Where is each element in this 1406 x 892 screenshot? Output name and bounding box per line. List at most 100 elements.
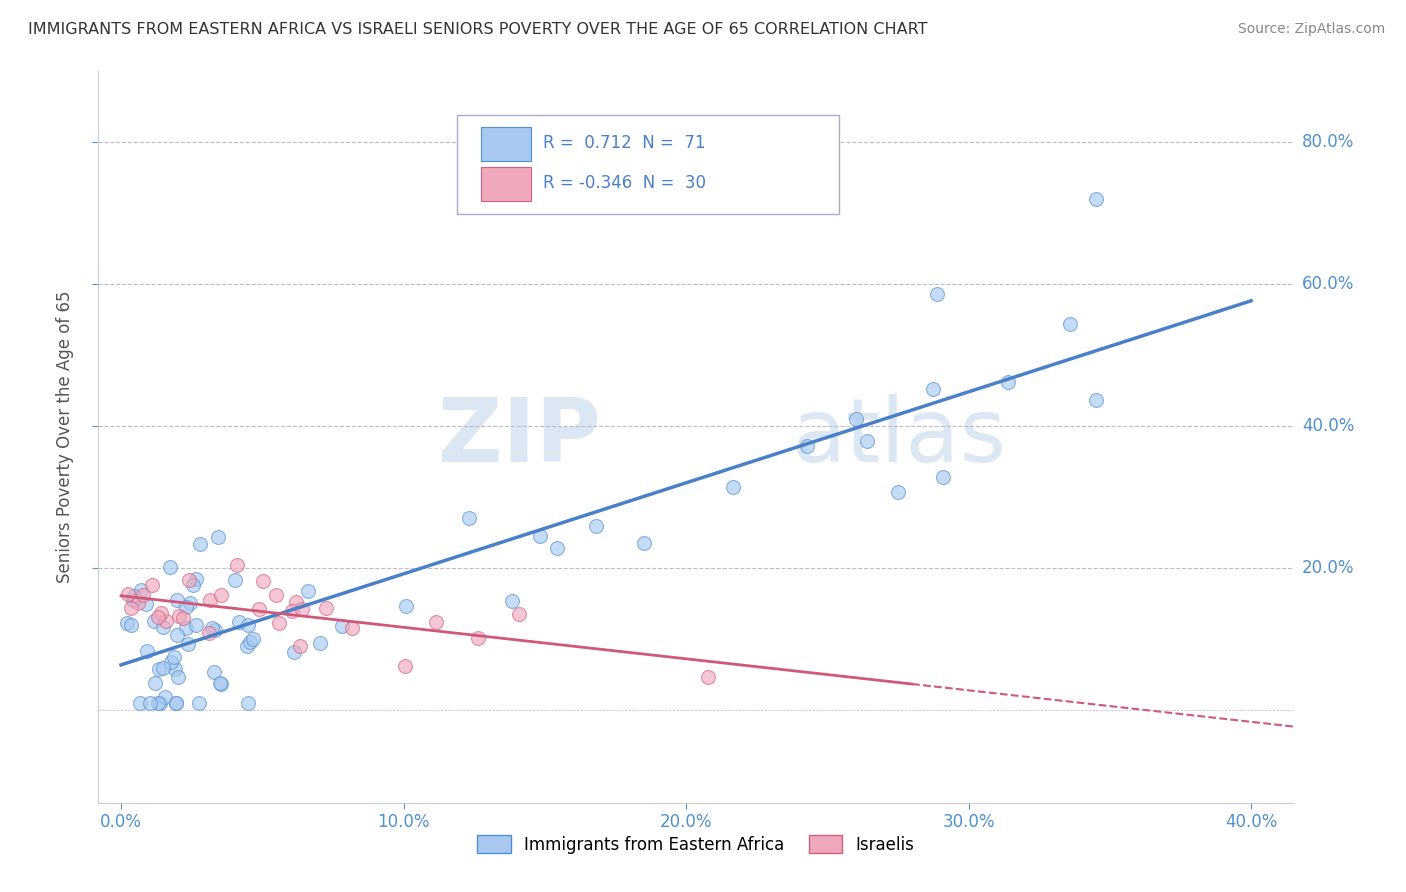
- Point: [887, 484, 910, 499]
- Point: [201, 622, 224, 636]
- Point: [166, 628, 188, 642]
- Point: [115, 615, 138, 630]
- Point: [280, 604, 302, 618]
- Point: [172, 611, 194, 625]
- Text: R = -0.346  N =  30: R = -0.346 N = 30: [543, 174, 706, 193]
- Point: [332, 619, 354, 633]
- Point: [141, 577, 163, 591]
- Point: [183, 578, 205, 592]
- Point: [135, 597, 157, 611]
- Point: [585, 519, 607, 533]
- Point: [283, 645, 305, 659]
- Point: [508, 607, 530, 621]
- Point: [796, 438, 818, 452]
- Point: [146, 697, 169, 711]
- Point: [208, 675, 231, 690]
- Point: [198, 593, 221, 607]
- Point: [228, 615, 250, 630]
- Point: [395, 599, 418, 614]
- Point: [291, 602, 314, 616]
- Point: [425, 615, 447, 630]
- Point: [845, 412, 868, 426]
- Point: [188, 537, 211, 551]
- Text: IMMIGRANTS FROM EASTERN AFRICA VS ISRAELI SENIORS POVERTY OVER THE AGE OF 65 COR: IMMIGRANTS FROM EASTERN AFRICA VS ISRAEL…: [28, 22, 928, 37]
- Point: [927, 287, 949, 301]
- Point: [394, 659, 416, 673]
- Point: [224, 573, 246, 587]
- FancyBboxPatch shape: [481, 127, 531, 161]
- Point: [297, 583, 319, 598]
- Point: [159, 560, 181, 574]
- Point: [149, 606, 172, 620]
- Point: [155, 614, 177, 628]
- Point: [143, 614, 166, 628]
- Point: [166, 593, 188, 607]
- Point: [120, 600, 142, 615]
- Point: [120, 618, 142, 632]
- Point: [856, 434, 879, 449]
- Point: [269, 616, 291, 631]
- Point: [117, 587, 139, 601]
- Point: [1059, 317, 1081, 331]
- Point: [132, 588, 155, 602]
- Point: [242, 632, 264, 647]
- Point: [997, 375, 1019, 389]
- Point: [167, 670, 190, 684]
- Point: [633, 536, 655, 550]
- Point: [209, 588, 232, 602]
- Point: [467, 631, 489, 645]
- Point: [135, 644, 157, 658]
- Legend: Immigrants from Eastern Africa, Israelis: Immigrants from Eastern Africa, Israelis: [471, 829, 921, 860]
- Text: 80.0%: 80.0%: [1302, 134, 1354, 152]
- Point: [266, 588, 288, 602]
- Point: [342, 622, 364, 636]
- Text: atlas: atlas: [792, 393, 1007, 481]
- Point: [236, 617, 259, 632]
- Point: [129, 582, 152, 597]
- Text: Source: ZipAtlas.com: Source: ZipAtlas.com: [1237, 22, 1385, 37]
- Point: [546, 541, 568, 555]
- Point: [163, 650, 186, 665]
- Point: [187, 697, 209, 711]
- Text: 60.0%: 60.0%: [1302, 276, 1354, 293]
- Point: [931, 469, 953, 483]
- Point: [148, 662, 170, 676]
- Point: [209, 677, 232, 691]
- Point: [458, 511, 481, 525]
- Point: [315, 600, 337, 615]
- Point: [160, 655, 183, 669]
- Point: [129, 697, 152, 711]
- Point: [127, 596, 149, 610]
- Point: [184, 618, 207, 632]
- Point: [239, 635, 262, 649]
- Point: [122, 590, 145, 604]
- FancyBboxPatch shape: [457, 115, 839, 214]
- Point: [174, 621, 197, 635]
- Point: [145, 676, 167, 690]
- Point: [149, 697, 172, 711]
- Point: [177, 637, 200, 651]
- Point: [309, 636, 332, 650]
- Point: [238, 697, 260, 711]
- Point: [697, 670, 720, 684]
- Point: [285, 595, 308, 609]
- Point: [235, 639, 257, 653]
- Point: [179, 596, 201, 610]
- Point: [501, 594, 523, 608]
- Point: [165, 662, 187, 676]
- Point: [288, 639, 311, 653]
- Point: [167, 608, 190, 623]
- Point: [155, 690, 177, 704]
- Point: [207, 530, 229, 544]
- Point: [177, 573, 200, 587]
- Text: 20.0%: 20.0%: [1302, 559, 1354, 577]
- Point: [138, 697, 160, 711]
- Text: 40.0%: 40.0%: [1302, 417, 1354, 435]
- Point: [1085, 393, 1108, 408]
- Point: [226, 558, 249, 572]
- Point: [148, 610, 170, 624]
- Point: [198, 625, 221, 640]
- Point: [247, 602, 270, 616]
- Point: [165, 697, 187, 711]
- Point: [152, 661, 174, 675]
